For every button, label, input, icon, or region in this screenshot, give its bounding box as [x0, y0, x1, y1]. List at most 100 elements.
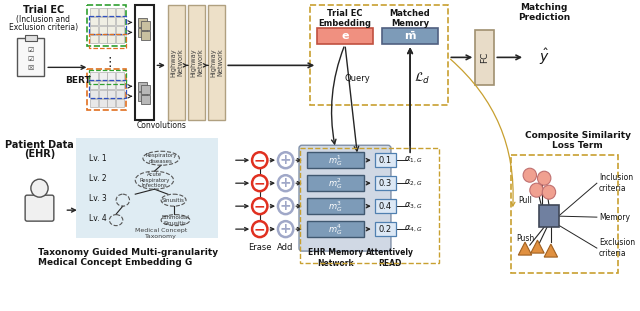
Text: (EHR): (EHR) [24, 149, 55, 159]
Bar [99, 35, 106, 44]
Text: ⋮: ⋮ [103, 56, 116, 69]
Bar [90, 99, 98, 107]
Bar [90, 8, 98, 16]
Text: $\mathcal{L}_d$: $\mathcal{L}_d$ [414, 71, 431, 86]
Text: ☒: ☒ [28, 65, 34, 71]
Text: +: + [280, 199, 291, 213]
Bar [476, 30, 494, 85]
Bar [307, 198, 364, 214]
Text: $\alpha_{1,G}$: $\alpha_{1,G}$ [404, 155, 422, 165]
Circle shape [252, 198, 268, 214]
Text: Trial EC: Trial EC [22, 6, 64, 16]
Bar [374, 176, 396, 190]
Circle shape [252, 152, 268, 168]
Bar [76, 138, 218, 238]
Circle shape [252, 175, 268, 191]
Bar [90, 80, 125, 98]
Text: Inclusion
criteria: Inclusion criteria [599, 174, 633, 193]
Text: Medical Concept Embedding G: Medical Concept Embedding G [38, 258, 192, 267]
Text: ☑: ☑ [28, 56, 34, 63]
Bar [99, 99, 106, 107]
Bar [116, 26, 124, 35]
Text: Acute
Respiratory
Infections: Acute Respiratory Infections [140, 172, 170, 188]
Bar [307, 175, 364, 191]
Text: m̄: m̄ [404, 31, 416, 41]
Bar [90, 35, 125, 49]
Bar [168, 6, 185, 120]
Bar [116, 17, 124, 26]
Text: $m^3_G$: $m^3_G$ [328, 199, 342, 214]
Circle shape [538, 171, 551, 185]
Text: BERT: BERT [65, 76, 91, 85]
Text: (Inclusion and: (Inclusion and [17, 15, 70, 24]
Circle shape [278, 221, 293, 237]
Bar [90, 26, 98, 35]
Text: Sinusitis: Sinusitis [162, 198, 185, 203]
Text: Highway
Network: Highway Network [190, 48, 203, 77]
Bar [108, 99, 115, 107]
Bar [307, 221, 364, 237]
Text: −: − [254, 222, 266, 236]
Text: Attentively
READ: Attentively READ [366, 248, 414, 268]
Text: Convolutions: Convolutions [136, 121, 186, 130]
Bar [99, 90, 106, 98]
Bar [116, 90, 124, 98]
Text: Erase: Erase [248, 243, 271, 252]
Text: Memory: Memory [599, 213, 630, 222]
Bar [141, 95, 150, 104]
Bar [108, 72, 115, 80]
Text: 0.1: 0.1 [379, 156, 392, 165]
Text: Composite Similarity
Loss Term: Composite Similarity Loss Term [525, 131, 630, 150]
Text: Lv. 4: Lv. 4 [90, 214, 107, 223]
Bar [108, 26, 115, 35]
Text: Push: Push [516, 234, 534, 243]
Bar [138, 18, 147, 27]
Bar [90, 35, 98, 44]
FancyBboxPatch shape [299, 145, 391, 251]
Polygon shape [531, 240, 544, 253]
Bar [90, 90, 98, 98]
Text: 0.2: 0.2 [379, 225, 392, 234]
Text: +: + [280, 222, 291, 236]
Circle shape [542, 185, 556, 199]
Text: 0.3: 0.3 [379, 179, 392, 188]
Text: Patient Data: Patient Data [5, 140, 74, 150]
Bar [90, 17, 98, 26]
Bar [90, 81, 98, 89]
Text: $m^4_G$: $m^4_G$ [328, 222, 342, 237]
Text: Lv. 1: Lv. 1 [90, 154, 107, 163]
Bar [99, 72, 106, 80]
Polygon shape [518, 242, 532, 255]
Bar [99, 17, 106, 26]
Text: e: e [341, 31, 349, 41]
Bar [99, 81, 106, 89]
Bar [108, 81, 115, 89]
Bar [374, 222, 396, 236]
Text: Highway
Network: Highway Network [210, 48, 223, 77]
Bar [317, 28, 372, 44]
Circle shape [278, 175, 293, 191]
Text: Matching
Prediction: Matching Prediction [518, 3, 570, 22]
Text: Lv. 3: Lv. 3 [90, 194, 107, 203]
Text: Lv. 2: Lv. 2 [90, 174, 107, 183]
Bar [108, 35, 115, 44]
Text: 0.4: 0.4 [379, 202, 392, 211]
Text: Exclusion criteria): Exclusion criteria) [9, 23, 78, 32]
Bar [138, 82, 147, 91]
Bar [108, 8, 115, 16]
Text: Matched
Memory: Matched Memory [390, 9, 431, 28]
Text: −: − [254, 153, 266, 167]
Text: Respiratory
diseases: Respiratory diseases [145, 153, 177, 164]
Bar [116, 35, 124, 44]
Polygon shape [544, 244, 557, 257]
Bar [108, 90, 115, 98]
Bar [511, 155, 618, 273]
Text: Taxonomy Guided Multi-granularity: Taxonomy Guided Multi-granularity [38, 248, 218, 257]
Text: FC: FC [480, 52, 490, 63]
Bar [135, 6, 154, 120]
Bar [141, 85, 150, 94]
Bar [116, 72, 124, 80]
Text: Query: Query [344, 74, 371, 83]
Bar [90, 70, 125, 84]
Text: $\hat{y}$: $\hat{y}$ [539, 47, 550, 67]
